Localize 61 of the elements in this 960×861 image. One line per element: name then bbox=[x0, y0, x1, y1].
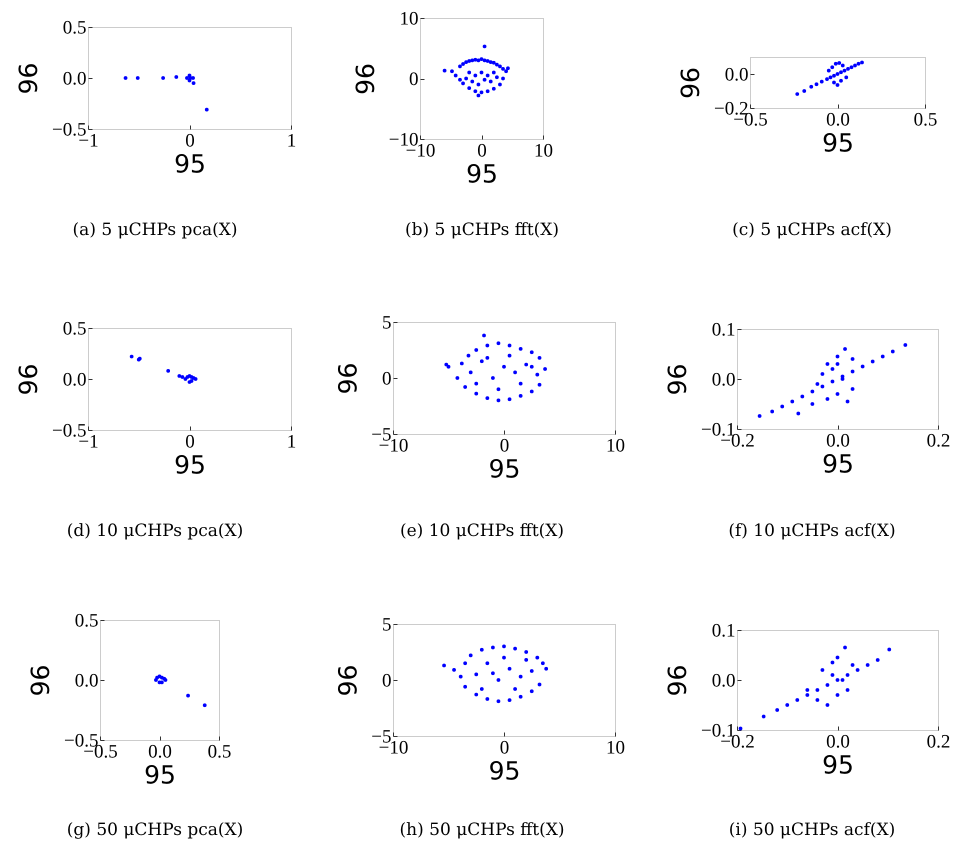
x-axis-title: 95 bbox=[488, 454, 520, 484]
y-tick-label: 10 bbox=[400, 8, 418, 30]
x-tick-label: 10 bbox=[606, 738, 625, 758]
y-axis-title: 96 bbox=[14, 364, 44, 396]
y-tick-label: 0.0 bbox=[62, 68, 86, 90]
text: (f) 10 μCHPs acf(X) bbox=[728, 521, 896, 541]
x-tick-label: 0 bbox=[500, 738, 510, 758]
y-tick-label: 0.0 bbox=[712, 670, 736, 692]
x-tick-label: 0.0 bbox=[148, 742, 172, 762]
x-tick-label: 0.2 bbox=[926, 430, 950, 452]
x-tick-label: 1 bbox=[286, 130, 296, 152]
y-tick-label: 5 bbox=[382, 614, 392, 636]
x-axis-title: 95 bbox=[174, 450, 206, 480]
y-tick-label: 0 bbox=[382, 670, 392, 692]
x-tick-label: 0.5 bbox=[914, 110, 938, 130]
y-tick-label: 0.1 bbox=[712, 320, 736, 340]
x-tick-label: 0 bbox=[477, 140, 487, 162]
y-tick-label: 0.5 bbox=[62, 318, 86, 340]
x-tick-label: 1 bbox=[286, 432, 296, 452]
x-axis-title: 95 bbox=[822, 450, 854, 478]
y-tick-label: 0 bbox=[409, 69, 418, 90]
y-axis-title: 96 bbox=[350, 63, 380, 95]
x-tick-label: 0 bbox=[185, 130, 195, 152]
text: (e) 10 μCHPs fft(X) bbox=[400, 521, 564, 541]
x-tick-label: 10 bbox=[606, 436, 625, 456]
text: (a) 5 μCHPs pca(X) bbox=[72, 220, 238, 240]
x-tick-label: 0.5 bbox=[208, 742, 232, 762]
y-axis-title: 96 bbox=[14, 62, 44, 94]
text: (h) 50 μCHPs fft(X) bbox=[400, 820, 564, 840]
x-tick-label: 0.0 bbox=[826, 732, 850, 752]
y-tick-label: 0.5 bbox=[74, 610, 98, 632]
x-tick-label: 10 bbox=[534, 140, 553, 162]
x-tick-label: 0.0 bbox=[826, 110, 850, 130]
y-axis-title: 96 bbox=[333, 362, 362, 394]
x-tick-label: 0.0 bbox=[826, 430, 850, 452]
y-axis-title: 96 bbox=[676, 67, 706, 99]
x-axis-title: 95 bbox=[174, 150, 206, 178]
y-tick-label: 0.0 bbox=[712, 370, 736, 390]
y-tick-label: 0.5 bbox=[62, 18, 86, 38]
x-tick-label: 0.2 bbox=[926, 732, 950, 752]
y-tick-label: 5 bbox=[382, 312, 392, 334]
x-tick-label: 0 bbox=[500, 436, 510, 456]
x-axis-title: 95 bbox=[144, 760, 176, 790]
y-tick-label: 0.0 bbox=[74, 670, 98, 692]
x-axis-title: 95 bbox=[488, 756, 520, 786]
y-axis-title: 96 bbox=[26, 664, 56, 696]
text: (d) 10 μCHPs pca(X) bbox=[66, 521, 244, 541]
y-axis-title: 96 bbox=[663, 664, 692, 696]
y-tick-label: 0.0 bbox=[62, 370, 86, 390]
x-axis-title: 95 bbox=[822, 128, 854, 158]
x-axis-title: 95 bbox=[466, 160, 498, 188]
y-tick-label: 0.1 bbox=[712, 620, 736, 642]
x-axis-title: 95 bbox=[822, 750, 854, 780]
x-tick-label: 0 bbox=[185, 432, 195, 452]
y-axis-title: 96 bbox=[663, 364, 692, 396]
text: (i) 50 μCHPs acf(X) bbox=[728, 820, 896, 840]
y-tick-label: 0 bbox=[382, 368, 392, 390]
text: (c) 5 μCHPs acf(X) bbox=[732, 220, 892, 240]
text: (b) 5 μCHPs fft(X) bbox=[404, 220, 560, 240]
text: (g) 50 μCHPs pca(X) bbox=[66, 820, 244, 840]
y-axis-title: 96 bbox=[333, 664, 362, 696]
